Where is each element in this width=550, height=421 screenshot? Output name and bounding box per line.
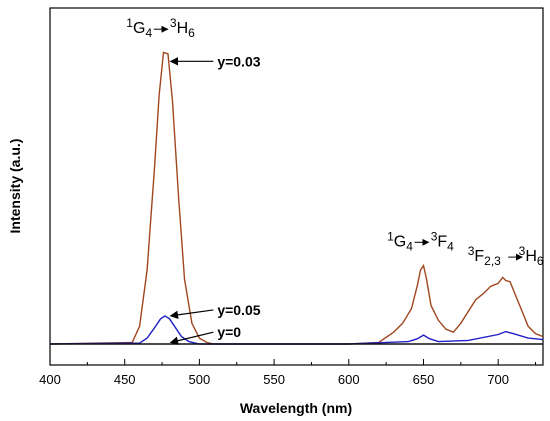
x-tick-label: 650: [413, 372, 435, 387]
x-tick-label: 600: [338, 372, 360, 387]
annotations: y=0.03 y=0.05 y=0 1G4 3H6 1G4 3F4 3F2,3 3H6: [126, 16, 544, 345]
annotation-label: y=0.05: [217, 302, 260, 318]
transition-text: 1G4 3F4: [387, 229, 454, 253]
annotation-arrow: [169, 309, 214, 320]
annotation-arrow: [169, 331, 214, 345]
annotation-label: y=0: [217, 324, 241, 340]
x-axis-title: Wavelength (nm): [240, 400, 352, 416]
x-tick-label: 450: [114, 372, 136, 387]
series-line-y-0-05: [49, 315, 544, 345]
transition-text: 3F2,3 3H6: [468, 244, 544, 268]
annotation-label: y=0.03: [217, 53, 260, 69]
transition-label: 3F2,3 3H6: [468, 244, 544, 268]
y-axis-title: Intensity (a.u.): [7, 139, 23, 234]
transition-text: 1G4 3H6: [126, 16, 195, 40]
series-layer: [49, 51, 544, 345]
x-tick-label: 500: [189, 372, 211, 387]
transition-label: 1G4 3F4: [387, 229, 454, 253]
transition-label: 1G4 3H6: [126, 16, 195, 40]
plot-frame: [49, 7, 544, 366]
x-axis: 400 450 500 550 600 650 700: [39, 359, 537, 387]
x-tick-label: 700: [487, 372, 509, 387]
series-line-y-0-03: [49, 51, 544, 345]
x-tick-label: 550: [263, 372, 285, 387]
x-tick-label: 400: [39, 372, 61, 387]
